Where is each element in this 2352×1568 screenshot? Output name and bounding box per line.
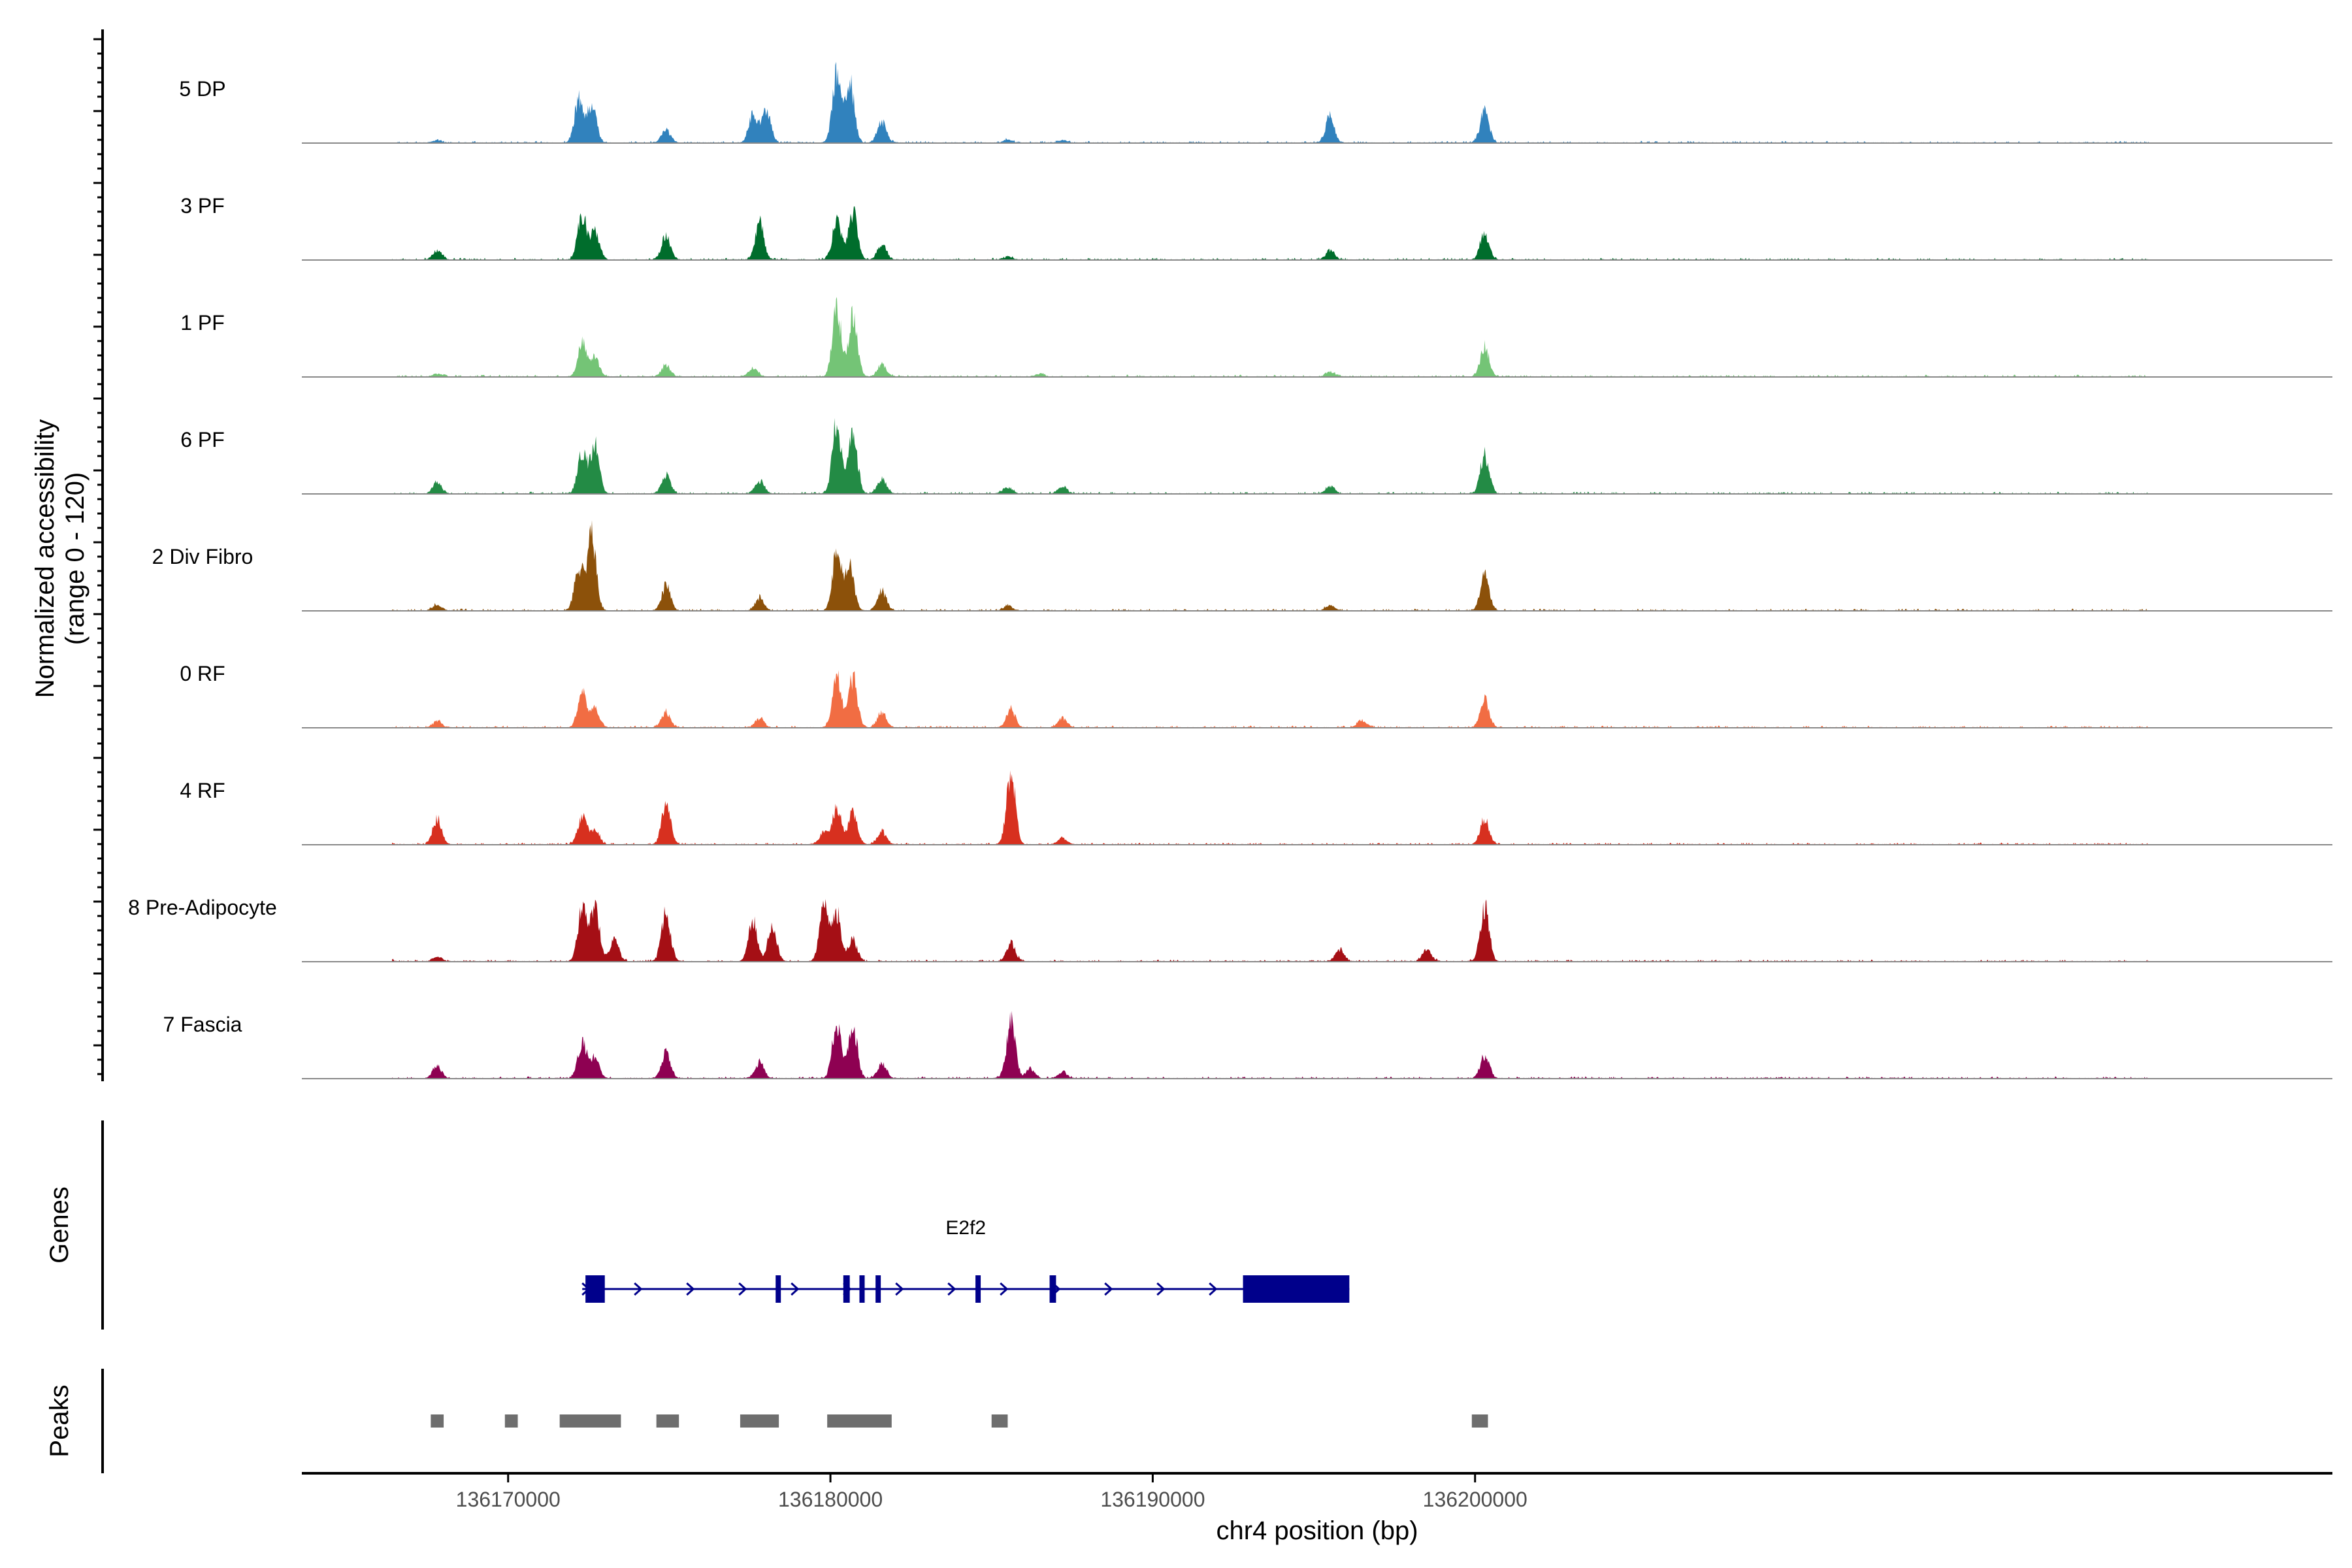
gene-exon bbox=[1243, 1275, 1350, 1303]
coverage-track: 1 PF bbox=[180, 297, 2332, 378]
gene-exon bbox=[975, 1275, 981, 1303]
x-axis-tick-label: 136190000 bbox=[1100, 1488, 1205, 1511]
coverage-track: 4 RF bbox=[180, 770, 2332, 845]
strand-arrow bbox=[686, 1282, 695, 1296]
coverage-track: 0 RF bbox=[180, 662, 2332, 728]
strand-arrow bbox=[1000, 1282, 1009, 1296]
peak-region bbox=[656, 1414, 679, 1428]
strand-arrow bbox=[791, 1282, 800, 1296]
coverage-area bbox=[392, 770, 2149, 845]
x-axis-tick-label: 136200000 bbox=[1423, 1488, 1527, 1511]
strand-arrow bbox=[1156, 1282, 1166, 1296]
peak-region bbox=[431, 1414, 444, 1428]
coverage-track: 3 PF bbox=[180, 194, 2332, 261]
track-label: 4 RF bbox=[180, 779, 225, 802]
coverage-track: 2 Div Fibro bbox=[152, 520, 2332, 612]
coverage-area bbox=[392, 670, 2149, 728]
coverage-area bbox=[392, 417, 2149, 494]
track-label: 6 PF bbox=[180, 428, 225, 451]
coverage-track: 7 Fascia bbox=[163, 1011, 2332, 1079]
y-axis-title-line2: (range 0 - 120) bbox=[61, 472, 90, 645]
gene-exon bbox=[585, 1275, 605, 1303]
strand-arrow bbox=[738, 1282, 747, 1296]
gene-exon bbox=[1049, 1275, 1056, 1303]
coverage-area bbox=[392, 61, 2149, 143]
peak-region bbox=[1471, 1414, 1488, 1428]
strand-arrow bbox=[947, 1282, 956, 1296]
peak-region bbox=[504, 1414, 518, 1428]
track-label: 7 Fascia bbox=[163, 1013, 242, 1036]
strand-arrow bbox=[1104, 1282, 1113, 1296]
x-axis-tick-label: 136170000 bbox=[456, 1488, 561, 1511]
gene-name: E2f2 bbox=[945, 1217, 986, 1239]
y-axis bbox=[93, 29, 104, 1081]
y-axis-title-line1: Normalized accessibility bbox=[31, 419, 59, 698]
strand-arrow bbox=[634, 1282, 643, 1296]
track-label: 0 RF bbox=[180, 662, 225, 685]
gene-exon bbox=[859, 1275, 865, 1303]
gene-exon bbox=[776, 1275, 781, 1303]
strand-arrow bbox=[895, 1282, 904, 1296]
coverage-area bbox=[392, 899, 2149, 962]
peak-region bbox=[559, 1414, 621, 1428]
coverage-track: 6 PF bbox=[180, 417, 2332, 495]
gene-exon bbox=[875, 1275, 881, 1303]
gene-model: E2f2 bbox=[581, 1217, 1350, 1303]
peaks-panel bbox=[431, 1414, 1488, 1428]
x-axis-title: chr4 position (bp) bbox=[1216, 1516, 1418, 1545]
coverage-area bbox=[392, 1011, 2149, 1079]
coverage-area bbox=[392, 206, 2149, 260]
peak-region bbox=[827, 1414, 892, 1428]
track-label: 2 Div Fibro bbox=[152, 545, 253, 568]
coverage-tracks: 5 DP 3 PF 1 PF 6 PF 2 Div Fibro 0 RF 4 RF 8 Pre… bbox=[128, 61, 2332, 1079]
y-axis-minor-ticks bbox=[93, 38, 103, 1075]
coverage-area bbox=[392, 297, 2149, 377]
genes-panel-label: Genes bbox=[45, 1186, 74, 1264]
track-label: 5 DP bbox=[179, 77, 225, 101]
track-label: 1 PF bbox=[180, 311, 225, 335]
peak-region bbox=[991, 1414, 1008, 1428]
x-axis-tick-label: 136180000 bbox=[778, 1488, 883, 1511]
coverage-track: 8 Pre-Adipocyte bbox=[128, 896, 2332, 962]
coverage-track: 5 DP bbox=[179, 61, 2332, 144]
track-label: 8 Pre-Adipocyte bbox=[128, 896, 277, 919]
gene-exon bbox=[843, 1275, 850, 1303]
x-axis-ticks: 136170000 136180000 136190000 136200000 bbox=[456, 1473, 1527, 1511]
strand-arrow bbox=[1209, 1282, 1218, 1296]
peak-region bbox=[740, 1414, 779, 1428]
track-label: 3 PF bbox=[180, 194, 225, 218]
genes-panel: E2f2 bbox=[581, 1217, 1350, 1303]
peaks-panel-label: Peaks bbox=[45, 1384, 74, 1457]
